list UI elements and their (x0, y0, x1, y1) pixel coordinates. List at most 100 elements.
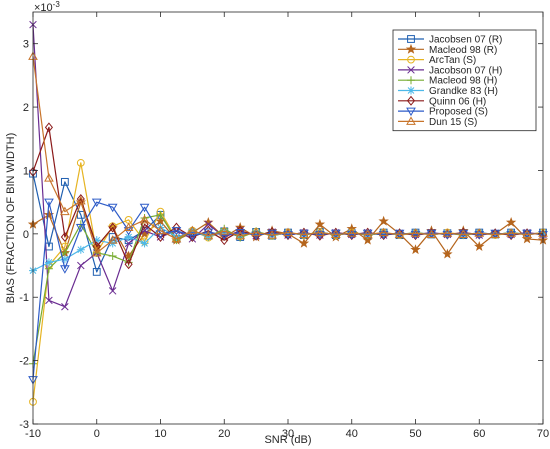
data-point (235, 230, 246, 240)
circle-marker (407, 55, 415, 64)
data-point (505, 216, 517, 227)
data-point (442, 228, 453, 237)
triangle-down-marker (410, 230, 421, 240)
star-marker (298, 237, 310, 248)
data-point (77, 261, 85, 270)
legend-swatch-marker (407, 55, 415, 64)
legend: Jacobsen 07 (R)Macleod 98 (R)ArcTan (S)J… (392, 29, 537, 132)
y-tick-label: -1 (19, 292, 29, 304)
triangle-down-marker (75, 224, 86, 233)
y-tick-label: 2 (23, 102, 29, 114)
data-point (156, 232, 165, 243)
triangle-down-marker (91, 198, 102, 208)
data-point (474, 228, 485, 237)
data-point (92, 236, 101, 245)
data-point (315, 230, 325, 240)
plus-marker (407, 76, 415, 85)
data-point (506, 228, 516, 237)
data-point (506, 230, 516, 240)
triangle-up-marker (410, 228, 421, 237)
legend-label: Macleod 98 (R) (429, 45, 497, 56)
data-point (60, 255, 69, 264)
triangle-up-marker (426, 229, 437, 238)
data-point (44, 173, 54, 182)
legend-entry: Dun 15 (S) (398, 116, 477, 128)
data-point (107, 235, 118, 244)
triangle-up-marker (406, 116, 416, 125)
x-tick-label: 50 (409, 428, 421, 440)
data-point (108, 287, 117, 295)
triangle-down-marker (203, 228, 214, 237)
data-point (124, 233, 133, 242)
x-tick-label: 0 (94, 428, 100, 440)
data-point (108, 222, 117, 233)
triangle-down-marker (44, 198, 54, 208)
data-point (314, 218, 326, 229)
y-exponent-base: ×10 (34, 2, 53, 14)
x-tick-label: 30 (282, 428, 294, 440)
data-point (458, 229, 469, 238)
data-point (187, 225, 198, 235)
triangle-down-marker (219, 231, 230, 241)
triangle-up-marker (219, 226, 230, 235)
data-point (522, 229, 532, 238)
data-point (490, 229, 501, 238)
data-point (172, 222, 181, 233)
triangle-down-marker (315, 230, 325, 240)
triangle-down-marker (506, 230, 516, 240)
data-point (378, 215, 389, 226)
data-point (426, 229, 437, 238)
y-exponent-power: -3 (53, 0, 61, 9)
legend-label: Quinn 06 (H) (429, 96, 486, 107)
data-point (139, 214, 150, 224)
diamond-marker (60, 232, 69, 243)
data-point (203, 228, 214, 237)
data-point (394, 229, 405, 238)
data-point (251, 227, 261, 237)
data-point (155, 225, 166, 235)
data-point (44, 258, 53, 267)
diamond-marker (406, 95, 416, 106)
diamond-marker (220, 235, 229, 246)
triangle-down-marker (442, 230, 453, 240)
legend-entry: Jacobsen 07 (R) (398, 35, 502, 46)
x-marker (124, 239, 133, 248)
data-point (76, 245, 85, 254)
asterisk-marker (284, 229, 292, 238)
x-marker (45, 296, 53, 305)
data-point (346, 228, 357, 237)
triangle-up-marker (378, 227, 389, 237)
data-point (474, 241, 485, 251)
triangle-up-marker (283, 227, 293, 237)
asterisk-marker (172, 233, 181, 242)
asterisk-marker (60, 255, 69, 264)
data-point (76, 158, 85, 167)
data-point (172, 233, 181, 242)
data-point (284, 229, 292, 238)
data-point (124, 259, 133, 270)
star-marker (442, 248, 453, 259)
legend-swatch-marker (406, 116, 416, 125)
legend-swatch-marker (406, 107, 416, 117)
data-point (107, 203, 118, 213)
plus-marker (108, 252, 117, 261)
legend-swatch-marker (407, 76, 415, 85)
triangle-up-marker (139, 214, 150, 224)
data-point (362, 229, 373, 238)
data-point (298, 237, 310, 248)
x-marker (108, 287, 117, 295)
star-marker (314, 218, 326, 229)
legend-label: Jacobson 07 (H) (429, 65, 502, 76)
triangle-up-marker (458, 229, 469, 238)
data-point (410, 244, 421, 255)
triangle-down-marker (406, 107, 416, 117)
data-point (139, 203, 150, 213)
triangle-up-marker (267, 230, 277, 239)
data-point (474, 230, 485, 240)
triangle-up-marker (75, 195, 86, 205)
triangle-up-marker (442, 228, 453, 237)
y-tick-label: -2 (19, 356, 29, 368)
triangle-up-marker (362, 229, 373, 238)
x-tick-label: 20 (218, 428, 230, 440)
